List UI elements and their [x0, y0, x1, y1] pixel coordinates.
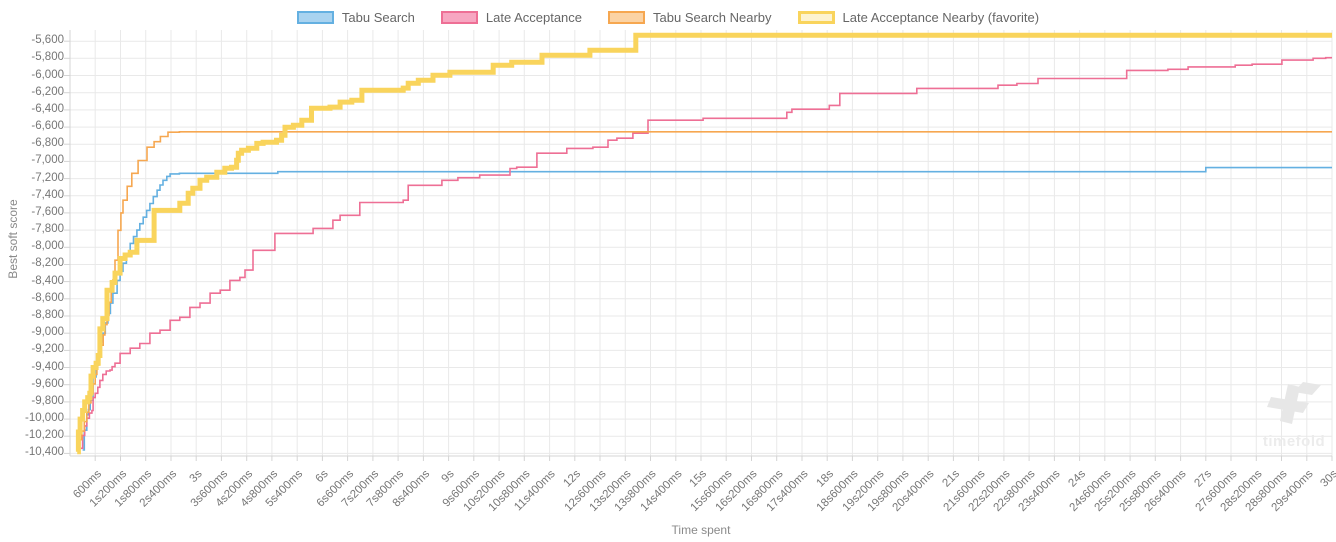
legend-item-tabu-search-nearby[interactable]: Tabu Search Nearby: [608, 10, 772, 25]
y-tick-label: -9,000: [31, 326, 64, 339]
y-tick-label: -10,400: [24, 446, 64, 459]
legend-swatch-late-acceptance: [440, 10, 478, 24]
y-tick-label: -7,600: [31, 205, 64, 218]
legend-label: Tabu Search: [341, 9, 415, 25]
y-tick-label: -6,800: [31, 137, 64, 150]
legend-swatch-tabu-search-nearby: [608, 10, 646, 24]
y-tick-label: -5,800: [31, 51, 64, 64]
y-tick-label: -7,400: [31, 188, 64, 201]
y-tick-label: -7,200: [31, 171, 64, 184]
legend-item-late-acceptance-nearby-favorite[interactable]: Late Acceptance Nearby (favorite): [797, 9, 1040, 25]
legend-label: Late Acceptance: [485, 9, 583, 25]
y-tick-label: -8,000: [31, 240, 64, 253]
y-tick-label: -9,800: [31, 394, 64, 407]
watermark-text: timefold: [1262, 433, 1326, 450]
legend-swatch-tabu-search: [296, 10, 334, 24]
series-line-late-acceptance-nearby-favorite: [75, 32, 1332, 455]
y-tick-label: -5,600: [31, 34, 64, 47]
legend-item-late-acceptance[interactable]: Late Acceptance: [440, 9, 583, 25]
x-axis-title: Time spent: [671, 523, 731, 537]
chart-legend: Tabu Search Late Acceptance Tabu Search Ne…: [0, 6, 1336, 28]
y-tick-label: -7,000: [31, 154, 64, 167]
y-tick-label: -9,600: [31, 377, 64, 390]
y-tick-label: -8,200: [31, 257, 64, 270]
y-tick-label: -10,000: [24, 412, 64, 425]
timefold-logo-icon: [1267, 382, 1321, 424]
y-tick-label: -6,600: [31, 120, 64, 133]
y-tick-label: -9,200: [31, 343, 64, 356]
legend-label: Tabu Search Nearby: [653, 9, 772, 25]
y-tick-label: -9,400: [31, 360, 64, 373]
y-tick-label: -6,200: [31, 85, 64, 98]
legend-item-tabu-search[interactable]: Tabu Search: [296, 9, 415, 25]
y-tick-label: -10,200: [24, 429, 64, 442]
timefold-watermark: timefold: [1256, 382, 1332, 450]
series-line-late-acceptance: [80, 56, 1332, 450]
y-tick-label: -7,800: [31, 223, 64, 236]
legend-swatch-late-acceptance-nearby-favorite: [797, 10, 835, 24]
y-tick-label: -6,000: [31, 68, 64, 81]
y-tick-label: -8,600: [31, 291, 64, 304]
series-line-tabu-search: [82, 166, 1332, 451]
y-tick-label: -8,400: [31, 274, 64, 287]
y-tick-label: -6,400: [31, 102, 64, 115]
series-line-tabu-search-nearby: [76, 131, 1332, 450]
y-tick-label: -8,800: [31, 309, 64, 321]
legend-label: Late Acceptance Nearby (favorite): [842, 9, 1040, 25]
